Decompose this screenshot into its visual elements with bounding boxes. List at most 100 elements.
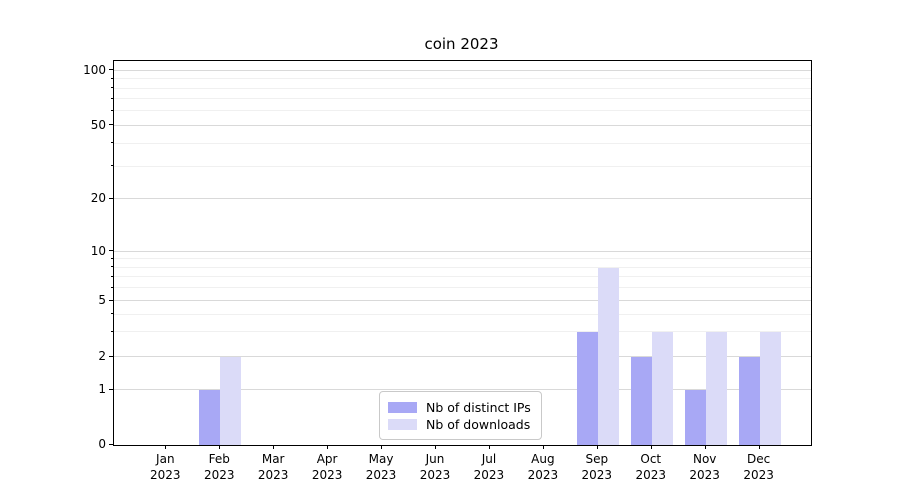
y-tick-mark (109, 299, 113, 301)
x-tick-label: Apr 2023 (297, 451, 357, 483)
major-gridline (114, 124, 811, 126)
bar-distinct-ips-dec (738, 357, 760, 445)
x-tick-month: May (368, 452, 394, 466)
y-minor-tick-mark (111, 313, 113, 315)
y-tick-label: 100 (83, 62, 106, 77)
minor-gridline (114, 98, 811, 100)
y-tick-mark (109, 197, 113, 199)
bar-downloads-feb (220, 357, 242, 445)
x-tick-month: Oct (640, 452, 662, 466)
x-tick-mark (219, 445, 221, 449)
legend-label: Nb of downloads (426, 416, 531, 432)
x-tick-month: Dec (747, 452, 771, 466)
y-tick-mark (109, 69, 113, 71)
x-tick-month: Mar (261, 452, 285, 466)
y-minor-tick-mark (111, 275, 113, 277)
x-tick-year: 2023 (365, 468, 397, 482)
y-minor-tick-mark (111, 97, 113, 99)
minor-gridline (114, 331, 811, 333)
y-tick-label: 10 (90, 243, 106, 258)
x-tick-label: Feb 2023 (189, 451, 249, 483)
y-tick-label: 5 (98, 293, 106, 307)
x-tick-month: Nov (692, 452, 717, 466)
bar-downloads-dec (759, 332, 781, 445)
minor-gridline (114, 110, 811, 112)
minor-gridline (114, 165, 811, 167)
bar-distinct-ips-oct (630, 357, 652, 445)
major-gridline (114, 198, 811, 200)
minor-gridline (114, 78, 811, 80)
x-tick-month: Feb (208, 452, 230, 466)
x-tick-mark (596, 445, 598, 449)
x-tick-mark (758, 445, 760, 449)
y-minor-tick-mark (111, 109, 113, 111)
minor-gridline (114, 258, 811, 260)
x-tick-year: 2023 (473, 468, 505, 482)
x-tick-year: 2023 (689, 468, 720, 482)
major-gridline (114, 250, 811, 252)
x-tick-label: Sep 2023 (567, 451, 627, 483)
y-minor-tick-mark (111, 266, 113, 268)
x-tick-month: Jul (481, 452, 497, 466)
x-tick-year: 2023 (203, 468, 235, 482)
x-tick-label: Jul 2023 (459, 451, 519, 483)
minor-gridline (114, 287, 811, 289)
major-gridline (114, 69, 811, 71)
y-minor-tick-mark (111, 286, 113, 288)
legend-row: Nb of downloads (388, 416, 533, 432)
x-tick-month: Jan (156, 452, 175, 466)
legend-swatch-distinct-ips (388, 401, 417, 413)
x-tick-label: Jan 2023 (135, 451, 195, 483)
y-minor-tick-mark (111, 87, 113, 89)
x-tick-mark (650, 445, 652, 449)
minor-gridline (114, 313, 811, 315)
x-tick-year: 2023 (635, 468, 667, 482)
major-gridline (114, 389, 811, 391)
legend-swatch-downloads (388, 418, 417, 430)
x-tick-year: 2023 (257, 468, 289, 482)
x-tick-year: 2023 (311, 468, 343, 482)
x-tick-month: Sep (585, 452, 609, 466)
y-minor-tick-mark (111, 330, 113, 332)
y-tick-label: 50 (90, 117, 106, 132)
x-tick-mark (327, 445, 329, 449)
minor-gridline (114, 142, 811, 144)
y-tick-label: 2 (98, 349, 106, 364)
x-tick-label: Mar 2023 (243, 451, 303, 483)
y-tick-mark (109, 443, 113, 445)
x-tick-label: Jun 2023 (405, 451, 465, 483)
major-gridline (114, 300, 811, 301)
x-tick-mark (542, 445, 544, 449)
x-tick-label: May 2023 (351, 451, 411, 483)
bar-downloads-nov (705, 332, 727, 445)
y-minor-tick-mark (111, 77, 113, 79)
x-tick-month: Jun (425, 452, 445, 466)
x-tick-label: Aug 2023 (513, 451, 573, 483)
x-tick-year: 2023 (527, 468, 559, 482)
y-tick-label: 1 (98, 382, 106, 397)
y-tick-mark (109, 250, 113, 252)
minor-gridline (114, 266, 811, 268)
y-minor-tick-mark (111, 165, 113, 167)
y-minor-tick-mark (111, 257, 113, 259)
y-tick-mark (109, 388, 113, 390)
x-tick-label: Nov 2023 (675, 451, 735, 483)
x-tick-mark (165, 445, 167, 449)
bar-downloads-oct (651, 332, 673, 445)
x-tick-mark (704, 445, 706, 449)
x-tick-mark (435, 445, 436, 449)
major-gridline (114, 356, 811, 358)
y-tick-mark (109, 355, 113, 357)
bar-distinct-ips-nov (684, 390, 706, 445)
y-tick-label: 20 (90, 191, 106, 206)
legend-row: Nb of distinct IPs (388, 399, 533, 415)
x-tick-year: 2023 (743, 468, 774, 482)
minor-gridline (114, 87, 811, 89)
x-tick-mark (381, 445, 383, 449)
x-tick-year: 2023 (581, 468, 613, 482)
y-tick-mark (109, 124, 113, 126)
x-tick-label: Oct 2023 (621, 451, 681, 483)
bar-distinct-ips-feb (199, 390, 221, 445)
plot-area: Nb of distinct IPs Nb of downloads (113, 60, 812, 446)
